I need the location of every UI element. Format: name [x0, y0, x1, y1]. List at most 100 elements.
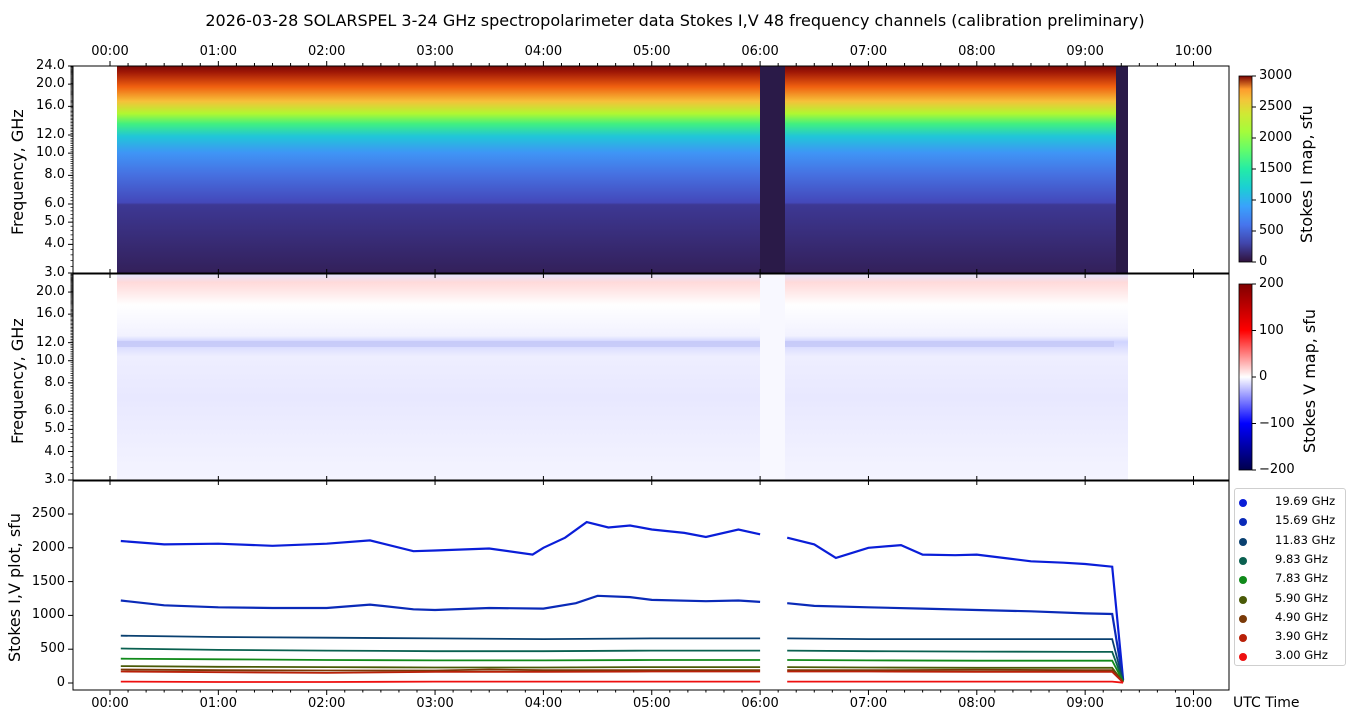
time-tick-label-bottom: 04:00 [524, 696, 563, 711]
frequency-tick-label: 5.0 [44, 214, 65, 230]
frequency-tick-label: 8.0 [44, 374, 65, 390]
legend-marker [1239, 518, 1247, 527]
series-line-7-83-ghz [120, 657, 761, 662]
frequency-tick-label: 10.0 [36, 145, 65, 161]
stokes-i-colorbar-tick: 2000 [1259, 130, 1293, 145]
time-tick-label-bottom: 05:00 [633, 696, 671, 711]
intensity-tick-label: 500 [40, 641, 65, 657]
legend-entry: 11.83 GHz [1235, 531, 1345, 550]
stokes-i-ylabel: Frequency, GHz [8, 109, 27, 235]
series-line-15-69-ghz [120, 594, 761, 612]
time-tick-label-bottom: 09:00 [1066, 696, 1104, 711]
series-line-11-83-ghz [120, 634, 761, 640]
stokes-i-data-gap [760, 66, 785, 273]
stokes-v-colorbar-label: Stokes V map, sfu [1300, 308, 1319, 453]
legend-marker [1239, 576, 1247, 585]
stokes-i-colorbar-tick: 1000 [1259, 192, 1293, 207]
legend-entry: 19.69 GHz [1235, 492, 1345, 511]
series-line-4-90-ghz [787, 668, 1124, 683]
series-line-19-69-ghz [786, 536, 1125, 680]
legend-entry: 9.83 GHz [1235, 550, 1345, 569]
stokes-i-colorbar-tick: 3000 [1259, 68, 1293, 83]
stokes-i-colorbar-tick: 2500 [1259, 99, 1293, 114]
time-tick-label-bottom: 10:00 [1174, 696, 1213, 711]
series-line-19-69-ghz [120, 520, 761, 556]
time-tick-label-top: 09:00 [1066, 44, 1104, 59]
legend-entry: 3.90 GHz [1235, 627, 1345, 646]
stokes-i-data-gap-end [1116, 66, 1128, 273]
stokes-i-colorbar-tick: 1500 [1259, 161, 1293, 176]
frequency-tick-label: 16.0 [36, 98, 65, 114]
stokes-v-spectrogram [117, 274, 1128, 480]
legend-entry: 15.69 GHz [1235, 511, 1345, 530]
stokes-v-ylabel: Frequency, GHz [8, 318, 27, 444]
stokes-i-spectrogram [117, 66, 1128, 273]
legend-label: 19.69 GHz [1275, 494, 1336, 508]
time-tick-label-top: 10:00 [1174, 44, 1213, 59]
time-tick-label-bottom: 03:00 [416, 696, 454, 711]
time-tick-label-top: 08:00 [958, 44, 996, 59]
frequency-tick-label: 3.0 [44, 265, 65, 280]
frequency-tick-label: 12.0 [36, 127, 65, 142]
stokes-i-colorbar-tick: 0 [1259, 254, 1268, 269]
legend-marker [1239, 499, 1247, 507]
stokes-i-axes-frame [72, 65, 1230, 274]
legend-label: 5.90 GHz [1275, 590, 1328, 605]
stokes-i-map-panel [72, 65, 1230, 274]
frequency-tick-label: 20.0 [36, 76, 65, 92]
intensity-tick-label: 2500 [31, 506, 65, 521]
series-line-4-90-ghz [120, 668, 761, 672]
legend-marker [1239, 556, 1247, 565]
legend-label: 15.69 GHz [1275, 513, 1336, 528]
frequency-tick-label: 6.0 [44, 403, 65, 419]
time-tick-label-bottom: 07:00 [849, 696, 888, 711]
stokes-v-data-gap [760, 274, 785, 480]
series-line-5-90-ghz [120, 665, 761, 669]
time-tick-label-top: 04:00 [524, 44, 563, 59]
stokes-v-band [117, 341, 1114, 347]
frequency-tick-label: 12.0 [36, 334, 65, 350]
frequency-tick-label: 16.0 [36, 306, 65, 322]
frequency-tick-label: 8.0 [44, 167, 65, 183]
line-plot-ylabel: Stokes I,V plot, sfu [5, 513, 24, 662]
frequency-tick-label: 3.0 [44, 472, 65, 487]
frequency-tick-label: 5.0 [44, 421, 65, 437]
time-tick-label-bottom: 08:00 [958, 696, 996, 711]
legend-marker [1239, 595, 1247, 604]
x-axis-label: UTC Time [1233, 695, 1300, 711]
stokes-v-axes-frame [72, 273, 1230, 481]
intensity-tick-label: 1000 [31, 607, 65, 623]
stokes-v-colorbar-tick: 200 [1259, 276, 1284, 291]
tick-marks [68, 61, 1256, 695]
series-line-9-83-ghz [120, 647, 761, 653]
legend-label: 9.83 GHz [1275, 551, 1328, 566]
frequency-tick-label: 6.0 [44, 196, 65, 211]
time-tick-label-top: 05:00 [633, 44, 671, 59]
legend: 19.69 GHz 15.69 GHz 11.83 GHz 9.83 GHz 7.83 … [1234, 488, 1346, 666]
series-line-5-90-ghz [787, 666, 1124, 683]
intensity-tick-label: 1500 [31, 573, 65, 589]
series-line-7-83-ghz [787, 659, 1124, 683]
stokes-v-colorbar-tick: −200 [1259, 462, 1295, 477]
stokes-line-plot-panel [72, 480, 1230, 691]
intensity-tick-label: 2000 [31, 539, 65, 555]
series-line-3-90-ghz [787, 670, 1124, 684]
legend-label: 11.83 GHz [1275, 532, 1336, 547]
stokes-v-colorbar-tick: 0 [1259, 369, 1268, 384]
time-tick-label-bottom: 01:00 [199, 696, 238, 711]
stokes-v-colorbar-tick: −100 [1259, 415, 1295, 431]
series-line-3-90-ghz [120, 670, 761, 674]
time-tick-label-top: 07:00 [849, 44, 888, 59]
legend-label: 4.90 GHz [1275, 609, 1328, 624]
legend-entry: 3.00 GHz [1235, 646, 1345, 665]
time-tick-label-top: 00:00 [91, 44, 129, 59]
time-tick-label-bottom: 02:00 [307, 696, 346, 711]
time-tick-label-top: 01:00 [199, 44, 238, 59]
stokes-i-colorbar-label: Stokes I map, sfu [1297, 105, 1316, 243]
legend-marker [1239, 537, 1247, 546]
stokes-v-map-panel [72, 273, 1230, 481]
legend-label: 3.00 GHz [1275, 648, 1328, 663]
time-tick-label-top: 02:00 [307, 44, 346, 59]
frequency-tick-label: 4.0 [44, 443, 65, 459]
